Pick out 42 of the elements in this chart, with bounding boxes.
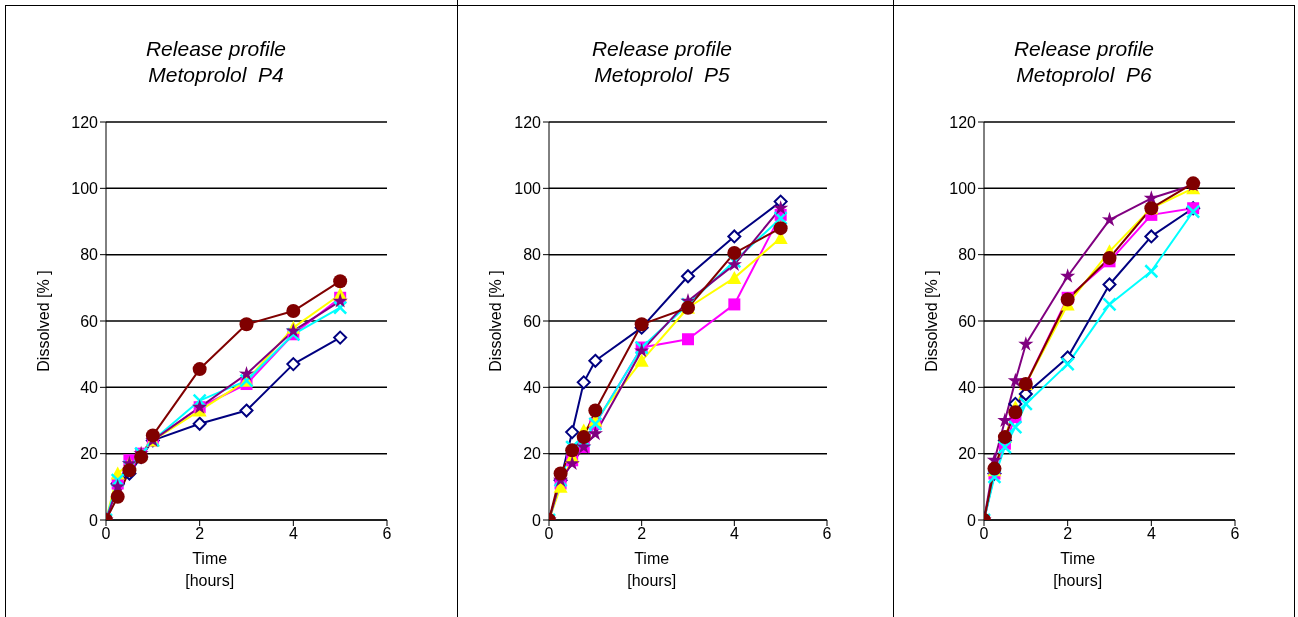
y-tick-label: 100 (949, 180, 977, 198)
x-tick-label: 0 (544, 525, 554, 543)
y-tick-label: 60 (958, 312, 977, 330)
x-tick-label: 0 (979, 525, 989, 543)
y-tick-label: 80 (80, 246, 99, 264)
chart-title: Release profile Metoprolol P5 (590, 36, 734, 88)
x-axis-title: Time [hours] (1052, 549, 1104, 591)
y-axis-title: Dissolved [% ] (34, 270, 52, 372)
x-tick-label: 6 (382, 525, 392, 543)
y-axis-title: Dissolved [% ] (922, 270, 940, 372)
y-tick-label: 60 (523, 312, 542, 330)
y-tick-label: 40 (958, 379, 977, 397)
x-tick-label: 2 (1063, 525, 1073, 543)
y-tick-label: 20 (523, 445, 542, 463)
x-tick-label: 2 (195, 525, 205, 543)
x-axis-title: Time [hours] (184, 549, 236, 591)
y-tick-label: 0 (532, 511, 542, 529)
x-tick-label: 0 (101, 525, 111, 543)
y-tick-label: 80 (523, 246, 542, 264)
y-tick-label: 120 (71, 113, 99, 131)
x-tick-label: 4 (729, 525, 739, 543)
y-tick-label: 20 (958, 445, 977, 463)
x-axis-title: Time [hours] (626, 549, 678, 591)
y-tick-label: 60 (80, 312, 99, 330)
y-tick-label: 100 (514, 180, 542, 198)
x-tick-label: 6 (822, 525, 832, 543)
y-tick-label: 120 (949, 113, 977, 131)
y-tick-label: 120 (514, 113, 542, 131)
x-tick-label: 4 (1146, 525, 1156, 543)
x-tick-label: 6 (1230, 525, 1240, 543)
y-tick-label: 80 (958, 246, 977, 264)
chart-title: Release profile Metoprolol P6 (1012, 36, 1156, 88)
y-tick-label: 40 (523, 379, 542, 397)
x-tick-label: 2 (637, 525, 647, 543)
x-tick-label: 4 (288, 525, 298, 543)
y-axis-title: Dissolved [% ] (486, 270, 504, 372)
y-tick-label: 20 (80, 445, 99, 463)
y-tick-label: 0 (89, 511, 99, 529)
chart-title: Release profile Metoprolol P4 (144, 36, 288, 88)
y-tick-label: 100 (71, 180, 99, 198)
y-tick-label: 0 (967, 511, 977, 529)
y-tick-label: 40 (80, 379, 99, 397)
